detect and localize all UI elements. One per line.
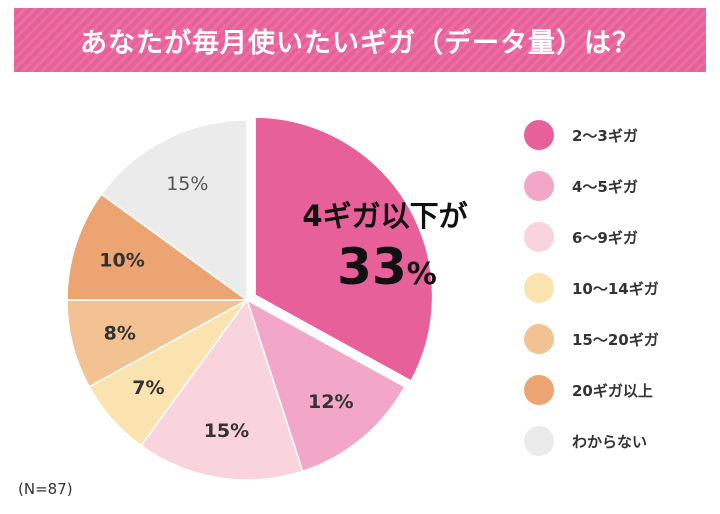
pie-slice-1 <box>251 113 436 386</box>
slice-label-7: 15% <box>166 173 208 195</box>
slice-label-5: 8% <box>104 323 136 345</box>
legend-item: 15〜20ギガ <box>524 324 714 375</box>
legend-swatch <box>524 273 554 303</box>
legend-item: 2〜3ギガ <box>524 120 714 171</box>
legend-swatch <box>524 324 554 354</box>
title-banner: あなたが毎月使いたいギガ（データ量）は？ <box>14 8 706 72</box>
slice-label-3: 15% <box>204 420 249 442</box>
legend-swatch <box>524 222 554 252</box>
legend-swatch <box>524 426 554 456</box>
legend-label: わからない <box>572 433 648 451</box>
legend-label: 2〜3ギガ <box>572 127 638 145</box>
chart-title: あなたが毎月使いたいギガ（データ量）は？ <box>80 27 640 59</box>
pie-slice-7 <box>100 119 248 302</box>
pie-slice-6 <box>66 193 250 301</box>
legend-item: 6〜9ギガ <box>524 222 714 273</box>
legend-label: 20ギガ以上 <box>572 382 653 400</box>
legend-item: わからない <box>524 426 714 477</box>
legend-swatch <box>524 375 554 405</box>
pie-slice-2 <box>245 298 406 473</box>
legend-label: 6〜9ギガ <box>572 229 638 247</box>
legend-label: 10〜14ギガ <box>572 280 659 298</box>
legend-label: 15〜20ギガ <box>572 331 659 349</box>
legend-swatch <box>524 120 554 150</box>
legend-swatch <box>524 171 554 201</box>
legend-label: 4〜5ギガ <box>572 178 638 196</box>
slice-label-6: 10% <box>99 249 144 271</box>
callout-unit: % <box>407 257 437 292</box>
pie-slices <box>66 113 436 481</box>
callout-value: 33% <box>337 238 437 296</box>
legend-item: 10〜14ギガ <box>524 273 714 324</box>
callout-number: 33 <box>337 238 407 296</box>
slice-label-4: 7% <box>132 377 164 399</box>
pie-slice-5 <box>66 299 248 388</box>
legend: 2〜3ギガ 4〜5ギガ 6〜9ギガ 10〜14ギガ 15〜20ギガ 20ギガ以上 わからない <box>524 120 714 477</box>
highlight-callout: 4ギガ以下が 33% <box>302 199 467 296</box>
slice-label-2: 12% <box>308 391 353 413</box>
callout-line1: 4ギガ以下が <box>302 199 467 233</box>
legend-item: 4〜5ギガ <box>524 171 714 222</box>
pie-slice-labels: 12% 15% 7% 8% 10% 15% <box>99 173 353 442</box>
sample-size-note: (N=87) <box>18 480 73 498</box>
legend-item: 20ギガ以上 <box>524 375 714 426</box>
pie-slice-3 <box>140 298 304 481</box>
